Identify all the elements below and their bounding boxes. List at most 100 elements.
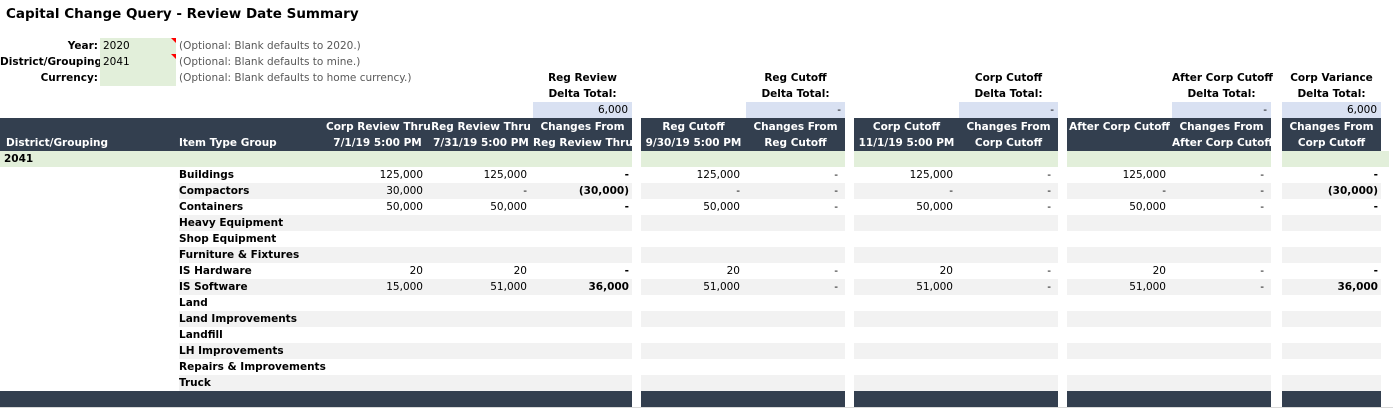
- table-cell: -: [624, 169, 629, 181]
- delta-label-corp-variance-2: Delta Total:: [1297, 88, 1366, 100]
- row-shade: [1067, 375, 1271, 391]
- row-shade: [854, 183, 1058, 199]
- param-hint-currency: (Optional: Blank defaults to home curren…: [179, 72, 412, 84]
- report-title: Capital Change Query - Review Date Summa…: [6, 6, 359, 22]
- header-col2-line1: Reg Review Thru: [431, 121, 531, 133]
- group-row-band-1: [0, 151, 632, 167]
- group-row-band-3: [854, 151, 1058, 167]
- item-type-label: IS Hardware: [179, 265, 252, 277]
- header-district-grouping: District/Grouping: [6, 137, 109, 149]
- header-band-1: [0, 118, 632, 151]
- table-cell: 125,000: [696, 169, 740, 181]
- row-shade: [1067, 279, 1271, 295]
- row-shade: [179, 247, 632, 263]
- item-type-label: Shop Equipment: [179, 233, 277, 245]
- delta-label-corp-cutoff-2: Delta Total:: [974, 88, 1043, 100]
- table-cell: -: [1260, 265, 1264, 277]
- table-cell: -: [1047, 169, 1051, 181]
- footer-band-1: [0, 391, 632, 407]
- item-type-label: Land Improvements: [179, 313, 297, 325]
- header-col1-line1: Corp Review Thru: [326, 121, 431, 133]
- header-item-type-group: Item Type Group: [179, 137, 277, 149]
- table-cell: 50,000: [1129, 201, 1166, 213]
- table-cell: 50,000: [703, 201, 740, 213]
- group-row-band-4: [1067, 151, 1271, 167]
- group-row-band-2: [641, 151, 845, 167]
- row-shade: [854, 215, 1058, 231]
- delta-label-after-corp-cutoff: After Corp Cutoff: [1172, 72, 1273, 84]
- table-cell: (30,000): [578, 185, 629, 197]
- header-band-3: [854, 118, 1058, 151]
- header-col9-line1: Changes From: [1179, 121, 1264, 133]
- table-cell: 125,000: [483, 169, 527, 181]
- table-cell: -: [1047, 281, 1051, 293]
- item-type-label: LH Improvements: [179, 345, 284, 357]
- row-shade: [641, 279, 845, 295]
- footer-band-4: [1067, 391, 1271, 407]
- delta-label-reg-cutoff-2: Delta Total:: [761, 88, 830, 100]
- delta-total-reg-review: 6,000: [533, 102, 632, 118]
- table-cell: -: [1260, 169, 1264, 181]
- table-cell: 36,000: [1337, 281, 1378, 293]
- item-type-label: Buildings: [179, 169, 235, 181]
- table-cell: 20: [409, 265, 423, 277]
- delta-total-after-corp-cutoff: -: [1172, 102, 1271, 118]
- table-cell: -: [523, 185, 527, 197]
- row-shade: [179, 311, 632, 327]
- table-cell: 20: [513, 265, 527, 277]
- currency-input[interactable]: [100, 70, 176, 86]
- table-cell: -: [1047, 265, 1051, 277]
- row-shade: [1282, 375, 1381, 391]
- header-col1-line2: 7/1/19 5:00 PM: [333, 137, 422, 149]
- table-cell: 30,000: [386, 185, 423, 197]
- header-col10-line1: Changes From: [1289, 121, 1374, 133]
- table-cell: -: [1162, 185, 1166, 197]
- delta-label-after-corp-cutoff-2: Delta Total:: [1187, 88, 1256, 100]
- header-col3-line1: Changes From: [540, 121, 625, 133]
- row-shade: [1067, 183, 1271, 199]
- table-cell: 20: [939, 265, 953, 277]
- group-row-band-5: [1282, 151, 1389, 167]
- header-col10-line2: Corp Cutoff: [1297, 137, 1366, 149]
- item-type-label: Containers: [179, 201, 244, 213]
- row-shade: [179, 183, 632, 199]
- item-type-label: Compactors: [179, 185, 250, 197]
- table-cell: -: [834, 265, 838, 277]
- delta-total-reg-cutoff: -: [746, 102, 845, 118]
- header-col7-line1: Changes From: [966, 121, 1051, 133]
- table-cell: 20: [1152, 265, 1166, 277]
- comment-indicator-icon: [171, 38, 176, 43]
- header-col7-line2: Corp Cutoff: [974, 137, 1043, 149]
- item-type-label: Heavy Equipment: [179, 217, 284, 229]
- row-shade: [641, 215, 845, 231]
- row-shade: [1067, 311, 1271, 327]
- item-type-label: Furniture & Fixtures: [179, 249, 300, 261]
- header-col6-line2: 11/1/19 5:00 PM: [858, 137, 955, 149]
- table-cell: -: [834, 169, 838, 181]
- row-shade: [854, 279, 1058, 295]
- delta-total-corp-cutoff: -: [959, 102, 1058, 118]
- district-grouping-input[interactable]: 2041: [100, 54, 176, 70]
- table-cell: 51,000: [490, 281, 527, 293]
- row-shade: [641, 311, 845, 327]
- row-shade: [1067, 343, 1271, 359]
- year-input[interactable]: 2020: [100, 38, 176, 54]
- delta-label-reg-cutoff: Reg Cutoff: [764, 72, 827, 84]
- row-shade: [641, 375, 845, 391]
- group-label: 2041: [4, 153, 34, 165]
- header-band-2: [641, 118, 845, 151]
- comment-indicator-icon: [171, 54, 176, 59]
- header-col3-line2: Reg Review Thru: [533, 137, 633, 149]
- header-col8-line1: After Corp Cutoff: [1069, 121, 1170, 133]
- header-col9-line2: After Corp Cutoff: [1172, 137, 1273, 149]
- table-cell: 50,000: [490, 201, 527, 213]
- table-cell: -: [949, 185, 953, 197]
- row-shade: [1282, 183, 1381, 199]
- row-shade: [1282, 343, 1381, 359]
- row-shade: [179, 215, 632, 231]
- param-label-year: Year:: [67, 40, 98, 52]
- table-cell: 51,000: [916, 281, 953, 293]
- row-shade: [641, 343, 845, 359]
- item-type-label: Truck: [179, 377, 211, 389]
